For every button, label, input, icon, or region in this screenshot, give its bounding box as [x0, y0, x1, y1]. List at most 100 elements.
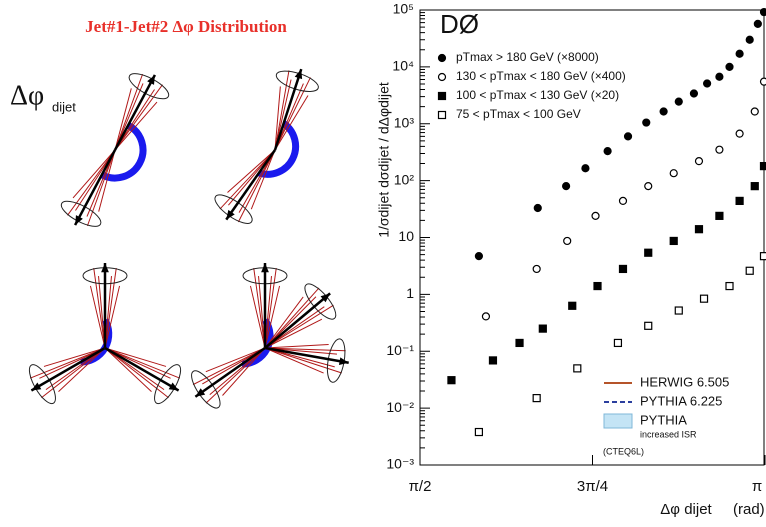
jet-arrow: [261, 263, 269, 273]
data-point: [603, 147, 612, 156]
diagram-label-sub: dijet: [52, 99, 76, 114]
jet-axis: [273, 68, 303, 151]
data-point: [474, 252, 484, 261]
y-tick-label: 1: [406, 285, 414, 301]
data-point: [699, 294, 709, 303]
data-point: [735, 49, 744, 58]
track: [264, 347, 324, 374]
y-tick-label: 10²: [394, 171, 415, 187]
track: [104, 267, 117, 349]
track: [227, 149, 276, 193]
data-point: [644, 321, 653, 330]
jet-axis: [225, 149, 277, 221]
track: [114, 101, 158, 151]
legend-label: pTmax > 180 GeV (×8000): [456, 50, 599, 64]
track: [89, 285, 106, 349]
track: [264, 343, 329, 349]
track: [264, 287, 320, 349]
legend-label: 100 < pTmax < 130 GeV (×20): [456, 88, 619, 102]
track: [67, 149, 116, 216]
data-point: [759, 77, 766, 86]
legend-label: 130 < pTmax < 180 GeV (×400): [456, 69, 626, 83]
data-point: [745, 266, 754, 275]
jet-arrow: [31, 382, 42, 391]
jet-arrow: [226, 209, 235, 220]
data-point: [488, 356, 498, 365]
data-point: [644, 248, 653, 257]
legend-label: 75 < pTmax < 100 GeV: [456, 107, 581, 121]
track: [29, 347, 106, 379]
x-axis-label: Δφ dijet: [660, 501, 712, 518]
track: [249, 285, 266, 349]
data-point: [715, 72, 724, 81]
track: [205, 347, 266, 404]
track: [237, 149, 276, 223]
track: [86, 149, 116, 227]
jet-arrow: [147, 74, 155, 85]
x-tick-label: 3π/4: [577, 478, 608, 495]
data-point: [437, 53, 447, 63]
data-point: [715, 145, 724, 154]
data-point: [532, 264, 541, 274]
x-tick-label: π: [752, 478, 762, 495]
track: [274, 70, 290, 151]
data-point: [759, 7, 766, 17]
track: [274, 86, 281, 151]
data-point: [532, 394, 541, 403]
delta-phi-arc: [100, 122, 147, 182]
data-point: [642, 118, 651, 127]
y-tick-label: 10⁻¹: [386, 342, 414, 358]
data-point: [725, 62, 734, 71]
data-point: [694, 157, 704, 166]
data-point: [447, 376, 456, 385]
track: [58, 347, 106, 392]
jet-arrow: [195, 388, 206, 397]
data-point: [515, 338, 524, 348]
diagram-label: Δφ: [10, 80, 44, 111]
data-point: [591, 211, 600, 220]
data-point: [562, 182, 571, 191]
data-point: [538, 324, 547, 333]
jet-arrow: [75, 215, 83, 226]
data-point: [750, 182, 759, 191]
y-tick-label: 10⁻³: [386, 456, 414, 472]
track: [104, 347, 167, 367]
data-point: [613, 338, 623, 348]
track: [72, 149, 116, 199]
y-tick-label: 10⁴: [392, 58, 414, 74]
jet-axis: [104, 346, 180, 392]
diagram-title: Jet#1-Jet#2 Δφ Distribution: [85, 17, 287, 36]
data-point: [674, 306, 683, 315]
data-point: [659, 107, 668, 116]
track: [264, 285, 281, 349]
data-point: [759, 252, 766, 261]
track: [219, 149, 276, 210]
data-point: [735, 196, 744, 206]
data-point: [669, 169, 678, 178]
jet-arrow: [338, 357, 349, 365]
delta-phi-arc: [257, 120, 300, 178]
legend-label: HERWIG 6.505: [640, 374, 729, 389]
data-point: [437, 110, 447, 120]
jet-arrow: [168, 382, 179, 391]
data-point: [753, 19, 762, 28]
jet-arrow: [320, 293, 331, 303]
data-point: [437, 91, 447, 101]
data-point: [593, 281, 602, 291]
track: [192, 347, 266, 386]
x-tick-label: π/2: [409, 478, 432, 495]
y-tick-label: 10: [398, 228, 414, 244]
data-point: [725, 281, 734, 291]
data-point: [669, 236, 678, 246]
legend-label: PYTHIA 6.225: [640, 393, 722, 408]
data-point: [674, 97, 683, 106]
track: [264, 267, 277, 349]
data-point: [618, 196, 628, 206]
jet-diagrams: [28, 68, 349, 409]
x-axis-unit: (rad): [733, 501, 765, 518]
track: [104, 347, 181, 379]
data-point: [694, 225, 704, 234]
data-point: [715, 211, 724, 220]
data-point: [644, 182, 653, 191]
